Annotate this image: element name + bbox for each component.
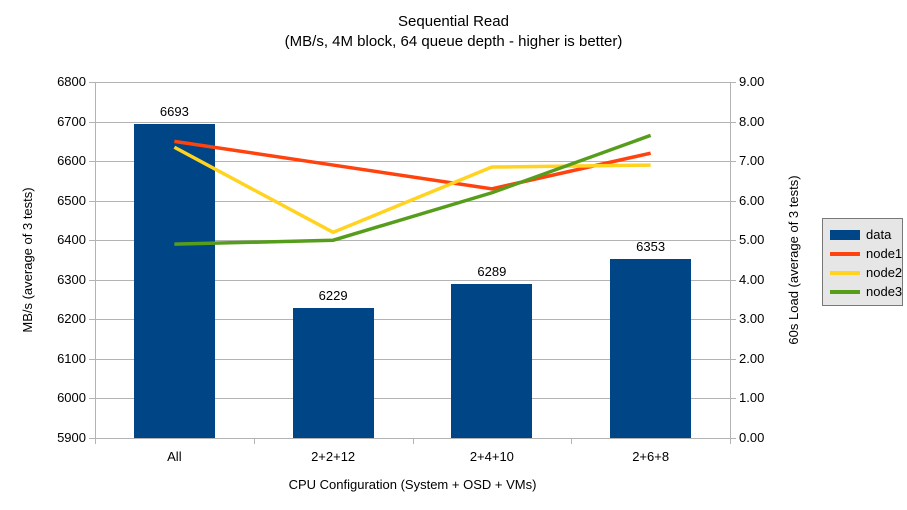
left-axis-tick-label: 6800 xyxy=(57,74,86,89)
legend-swatch-node3 xyxy=(830,289,860,294)
chart-title: Sequential Read xyxy=(398,13,509,30)
right-axis-tick xyxy=(730,398,736,400)
bar-value-label: 6229 xyxy=(318,287,348,303)
bar-value-label: 6693 xyxy=(159,104,189,120)
left-axis-tick xyxy=(89,319,95,321)
right-axis-tick-label: 1.00 xyxy=(739,390,765,406)
left-axis-tick xyxy=(89,279,95,281)
right-axis-line xyxy=(730,82,731,438)
right-axis-tick xyxy=(730,161,736,163)
left-axis-line xyxy=(95,82,96,438)
x-axis-title: CPU Configuration (System + OSD + VMs) xyxy=(288,477,537,492)
right-axis-tick xyxy=(730,438,736,439)
left-axis-tick-label: 6300 xyxy=(57,271,86,287)
bar-data xyxy=(451,284,533,438)
right-axis-tick-label: 6.00 xyxy=(739,192,765,208)
left-axis-tick-label: 6600 xyxy=(57,153,86,169)
right-axis-tick-label: 7.00 xyxy=(739,153,765,169)
line-node1 xyxy=(174,139,652,191)
line-node2 xyxy=(173,145,651,235)
left-axis-tick-label: 6700 xyxy=(57,113,86,129)
right-axis-tick-label: 9.00 xyxy=(739,74,765,89)
x-category-label: All xyxy=(167,449,182,464)
gridline xyxy=(95,240,730,242)
legend-label: node1 xyxy=(866,246,903,261)
right-axis-tick xyxy=(730,82,736,83)
x-axis-tick xyxy=(730,439,731,444)
right-axis-tick-label: 8.00 xyxy=(739,113,765,129)
left-axis-tick xyxy=(89,161,95,163)
legend-item-node3: node3 xyxy=(830,282,902,301)
x-axis-tick xyxy=(95,439,96,444)
right-axis-tick xyxy=(730,279,736,281)
legend-item-data: data xyxy=(830,225,896,244)
left-axis-tick-label: 6100 xyxy=(57,350,86,366)
left-axis-tick-label: 6500 xyxy=(57,192,86,208)
legend-swatch-node1 xyxy=(830,251,860,256)
right-axis-tick-label: 2.00 xyxy=(739,350,765,366)
x-category-label: 2+6+8 xyxy=(632,449,670,464)
x-axis-tick xyxy=(571,439,573,444)
left-axis-tick-label: 6400 xyxy=(57,232,86,248)
right-axis-tick xyxy=(730,358,736,360)
right-axis-tick xyxy=(730,240,736,242)
left-axis-tick xyxy=(89,121,95,123)
legend: data node1 node2 node3 xyxy=(822,218,903,306)
bar-data xyxy=(133,124,215,438)
x-axis-tick xyxy=(253,439,255,444)
left-axis-tick-label: 6200 xyxy=(57,311,86,327)
x-category-label: 2+4+10 xyxy=(469,449,514,464)
gridline xyxy=(95,121,730,123)
right-axis-tick xyxy=(730,319,736,321)
bar-data xyxy=(610,258,692,438)
line-node3 xyxy=(174,133,652,246)
gridline xyxy=(95,82,730,83)
bar-value-label: 6289 xyxy=(477,264,507,280)
x-axis-line xyxy=(95,438,731,439)
legend-swatch-node2 xyxy=(830,270,860,275)
bar-value-label: 6353 xyxy=(636,238,666,254)
left-axis-tick-label: 5900 xyxy=(57,430,86,445)
legend-label: node3 xyxy=(866,284,903,299)
left-axis-tick xyxy=(89,200,95,202)
chart-subtitle: (MB/s, 4M block, 64 queue depth - higher… xyxy=(284,33,623,50)
left-axis-tick xyxy=(89,82,95,83)
legend-item-node1: node1 xyxy=(830,244,902,263)
gridline xyxy=(95,279,730,281)
chart-header: Sequential Read (MB/s, 4M block, 64 queu… xyxy=(0,12,907,52)
gridline xyxy=(95,398,730,400)
legend-item-node2: node2 xyxy=(830,263,902,282)
right-axis-tick-label: 0.00 xyxy=(739,430,765,445)
legend-label: node2 xyxy=(866,265,903,280)
left-axis-tick xyxy=(89,438,95,439)
legend-swatch-data xyxy=(830,229,860,240)
right-axis-tick-label: 5.00 xyxy=(739,232,765,248)
left-axis-tick-label: 6000 xyxy=(57,390,86,406)
left-axis-tick xyxy=(89,358,95,360)
x-axis-tick xyxy=(412,439,414,444)
right-axis-tick-label: 3.00 xyxy=(739,311,765,327)
right-axis-tick xyxy=(730,200,736,202)
right-axis-tick-label: 4.00 xyxy=(739,271,765,287)
gridline xyxy=(95,161,730,163)
legend-label: data xyxy=(866,227,892,242)
x-category-label: 2+2+12 xyxy=(311,449,356,464)
right-axis-tick xyxy=(730,121,736,123)
left-axis-tick xyxy=(89,240,95,242)
gridline xyxy=(95,358,730,360)
gridline xyxy=(95,319,730,321)
bar-data xyxy=(292,307,374,438)
left-axis-tick xyxy=(89,398,95,400)
